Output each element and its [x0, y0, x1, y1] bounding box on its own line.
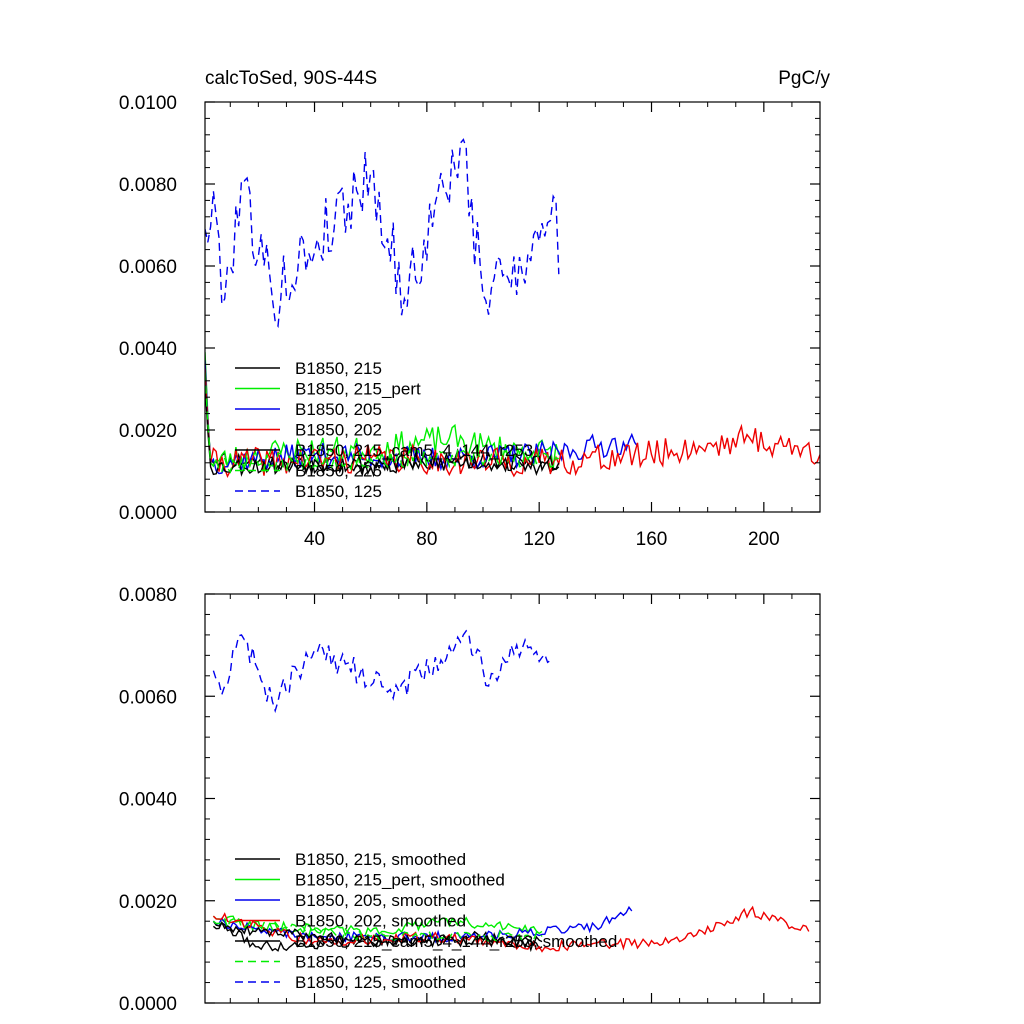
- bottom-panel: 0.0000 0.0020 0.0040 0.0060 0.0080 B1850, 21…: [119, 585, 821, 1015]
- legend-label: B1850, 125, smoothed: [295, 973, 466, 992]
- y-tick-label: 0.0040: [119, 790, 177, 811]
- legend-label: B1850, 202, smoothed: [295, 912, 466, 931]
- y-tick-label: 0.0020: [119, 421, 177, 442]
- y-tick-label: 0.0080: [119, 175, 177, 196]
- legend-label: B1850, 125: [295, 482, 382, 501]
- x-tick-label: 120: [523, 529, 555, 550]
- series-line-top-6: [205, 138, 560, 329]
- legend-label: B1850, 215_cam5_4_144_r253: [295, 441, 533, 460]
- y-tick-label: 0.0080: [119, 585, 177, 606]
- bottom-axes: 0.0000 0.0020 0.0040 0.0060 0.0080: [119, 585, 821, 1015]
- y-tick-label: 0.0060: [119, 257, 177, 278]
- legend-label: B1850, 225: [295, 462, 382, 481]
- series-line-bottom-3: [212, 905, 810, 953]
- series-line-top-4: [205, 384, 560, 477]
- bottom-series-lines: [212, 629, 810, 953]
- legend-label: B1850, 215_cam5_4_144_r253, smoothed: [295, 932, 617, 951]
- y-tick-label: 0.0040: [119, 339, 177, 360]
- series-line-top-3: [205, 368, 820, 479]
- series-line-bottom-4: [212, 920, 543, 950]
- legend-label: B1850, 215_pert, smoothed: [295, 871, 505, 890]
- top-chart-title: calcToSed, 90S-44S: [205, 68, 377, 89]
- legend-label: B1850, 215: [295, 359, 382, 378]
- top-axes: 0.0000 0.0020 0.0040 0.0060 0.0080 0.0100 40 80…: [119, 93, 821, 550]
- legend-label: B1850, 202: [295, 421, 382, 440]
- y-tick-label: 0.0100: [119, 93, 177, 114]
- x-tick-label: 200: [748, 529, 780, 550]
- x-tick-label: 160: [636, 529, 668, 550]
- legend-label: B1850, 205, smoothed: [295, 891, 466, 910]
- legend-label: B1850, 215_pert: [295, 380, 421, 399]
- legend-label: B1850, 225, smoothed: [295, 953, 466, 972]
- top-panel: calcToSed, 90S-44S PgC/y 0.00000.00200.0…: [119, 68, 831, 550]
- x-tick-label: 80: [416, 529, 437, 550]
- series-line-bottom-5: [212, 917, 543, 943]
- y-tick-label: 0.0020: [119, 892, 177, 913]
- top-chart-units: PgC/y: [778, 68, 830, 89]
- legend-label: B1850, 205: [295, 400, 382, 419]
- x-tick-label: 40: [304, 529, 325, 550]
- series-line-bottom-6: [212, 629, 551, 714]
- series-line-bottom-1: [212, 915, 543, 937]
- legend-label: B1850, 215, smoothed: [295, 850, 466, 869]
- y-tick-label: 0.0000: [119, 994, 177, 1015]
- y-tick-label: 0.0060: [119, 687, 177, 708]
- bottom-legend: B1850, 215, smoothed B1850, 215_pert, smo…: [235, 850, 617, 992]
- y-tick-label: 0.0000: [119, 503, 177, 524]
- plot-frame: [204, 101, 821, 513]
